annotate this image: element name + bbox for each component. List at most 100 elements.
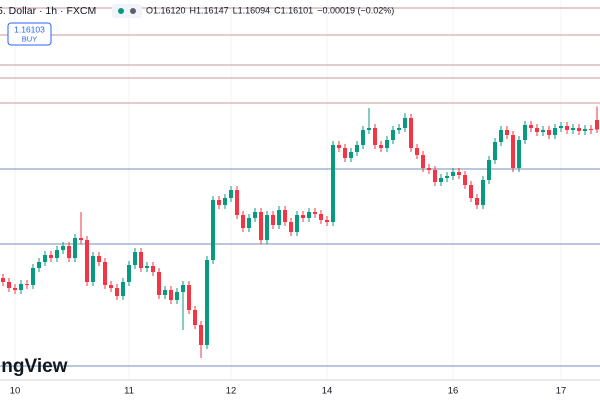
candle-body (331, 145, 335, 222)
buy-price[interactable]: 1.16103 (14, 24, 45, 34)
legend-value: L1.16094 (233, 5, 271, 15)
candle-body (367, 128, 371, 130)
candle-body (295, 215, 299, 232)
candle-body (523, 125, 527, 140)
candle-body (391, 130, 395, 140)
candle-body (385, 140, 389, 148)
candle-body (475, 198, 479, 205)
candle-body (7, 282, 11, 288)
candle-body (253, 212, 257, 218)
chart-title: 5. Dollar · 1h · FXCM (0, 5, 96, 17)
candle-body (217, 200, 221, 205)
candle-body (445, 176, 449, 178)
candle-body (277, 210, 281, 225)
candle-body (481, 180, 485, 205)
x-axis: 10 11 12 14 16 17 (10, 386, 567, 397)
candle-body (85, 240, 89, 282)
candle-body (511, 135, 515, 168)
candle-body (61, 246, 65, 250)
candle-body (301, 215, 305, 218)
candle-body (271, 215, 275, 225)
x-tick-label: 17 (556, 386, 567, 397)
candles (1, 106, 599, 358)
x-tick-label: 14 (322, 386, 333, 397)
candle-body (541, 130, 545, 132)
candle-body (403, 118, 407, 128)
candle-body (229, 190, 233, 198)
candle-body (73, 238, 77, 258)
candle-body (517, 140, 521, 168)
candle-body (427, 168, 431, 170)
candle-body (247, 218, 251, 228)
x-tick-label: 11 (124, 386, 134, 397)
candle-body (583, 129, 587, 131)
candle-body (163, 290, 167, 295)
x-tick-label: 10 (10, 386, 21, 397)
candle-body (235, 190, 239, 215)
candle-body (223, 198, 227, 205)
legend-value: O1.16120 (146, 5, 186, 15)
buy-button[interactable]: 1.16103 BUY (7, 22, 52, 46)
candle-body (103, 262, 107, 285)
candle-body (313, 212, 317, 214)
candle-body (535, 128, 539, 132)
candle-body (145, 266, 149, 268)
candle-body (1, 278, 5, 282)
candle-body (397, 128, 401, 130)
candle-body (559, 126, 563, 128)
legend-value: −0.00019 (−0.02%) (317, 5, 394, 15)
candle-body (289, 222, 293, 232)
candle-body (139, 252, 143, 268)
candle-body (31, 268, 35, 285)
candle-body (151, 266, 155, 272)
watermark: ingView (0, 356, 68, 377)
candle-body (169, 290, 173, 300)
candle-body (499, 130, 503, 142)
candle-body (319, 214, 323, 220)
candle-body (19, 284, 23, 290)
candle-body (181, 285, 185, 292)
candle-body (421, 155, 425, 168)
candle-body (121, 282, 125, 296)
legend-value: C1.16101 (274, 5, 313, 15)
candle-body (361, 130, 365, 145)
candle-body (307, 212, 311, 218)
candle-body (127, 265, 131, 282)
levels (0, 7, 600, 367)
candle-body (355, 145, 359, 152)
candle-body (457, 172, 461, 175)
candle-body (133, 252, 137, 265)
candle-body (415, 148, 419, 155)
candle-body (79, 238, 83, 240)
candle-body (337, 145, 341, 148)
candle-body (283, 210, 287, 222)
candle-body (109, 285, 113, 288)
candle-body (67, 246, 71, 258)
candle-body (91, 256, 95, 282)
candle-body (451, 172, 455, 176)
candle-body (439, 178, 443, 182)
buy-box[interactable] (7, 22, 52, 46)
candle-body (493, 142, 497, 160)
candle-body (325, 220, 329, 222)
candle-body (211, 200, 215, 260)
buy-label[interactable]: BUY (22, 34, 37, 43)
candle-body (469, 185, 473, 198)
candle-body (553, 128, 557, 135)
candle-body (187, 285, 191, 310)
candle-body (199, 325, 203, 345)
header: 5. Dollar · 1h · FXCM O1.16120 H1.16147 L1… (0, 4, 394, 18)
candle-body (577, 128, 581, 131)
candle-body (157, 272, 161, 295)
candle-body (373, 128, 377, 145)
candle-body (37, 262, 41, 268)
candle-body (547, 130, 551, 135)
candle-body (487, 160, 491, 180)
x-tick-label: 12 (226, 386, 237, 397)
candle-body (97, 256, 101, 262)
candle-body (115, 288, 119, 296)
candle-body (409, 118, 413, 148)
candle-body (571, 128, 575, 130)
candle-body (205, 260, 209, 345)
